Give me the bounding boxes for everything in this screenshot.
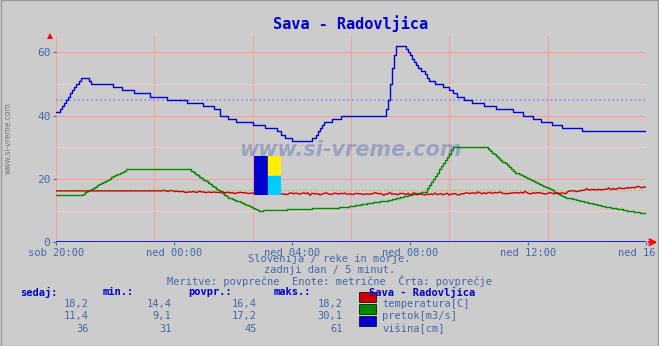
Text: 31: 31 <box>159 324 171 334</box>
Text: min.:: min.: <box>102 287 133 297</box>
Text: 11,4: 11,4 <box>64 311 89 321</box>
Text: povpr.:: povpr.: <box>188 287 231 297</box>
Text: www.si-vreme.com: www.si-vreme.com <box>3 102 13 174</box>
Text: zadnji dan / 5 minut.: zadnji dan / 5 minut. <box>264 265 395 275</box>
Text: 17,2: 17,2 <box>232 311 257 321</box>
Text: 16,4: 16,4 <box>232 299 257 309</box>
Title: Sava - Radovljica: Sava - Radovljica <box>273 16 428 33</box>
Text: 30,1: 30,1 <box>318 311 343 321</box>
Text: maks.:: maks.: <box>273 287 311 297</box>
Bar <box>254 156 268 195</box>
Text: 18,2: 18,2 <box>64 299 89 309</box>
Text: Meritve: povprečne  Enote: metrične  Črta: povprečje: Meritve: povprečne Enote: metrične Črta:… <box>167 275 492 287</box>
Text: Sava - Radovljica: Sava - Radovljica <box>369 287 475 298</box>
Text: sedaj:: sedaj: <box>20 287 57 298</box>
Text: 45: 45 <box>244 324 257 334</box>
Text: 36: 36 <box>76 324 89 334</box>
Text: 61: 61 <box>330 324 343 334</box>
Text: pretok[m3/s]: pretok[m3/s] <box>382 311 457 321</box>
Text: www.si-vreme.com: www.si-vreme.com <box>240 139 462 160</box>
Bar <box>268 176 281 195</box>
Text: 18,2: 18,2 <box>318 299 343 309</box>
Text: 14,4: 14,4 <box>146 299 171 309</box>
Text: temperatura[C]: temperatura[C] <box>382 299 470 309</box>
Text: višina[cm]: višina[cm] <box>382 324 445 334</box>
Bar <box>268 156 281 176</box>
Text: 9,1: 9,1 <box>153 311 171 321</box>
Text: Slovenija / reke in morje.: Slovenija / reke in morje. <box>248 254 411 264</box>
